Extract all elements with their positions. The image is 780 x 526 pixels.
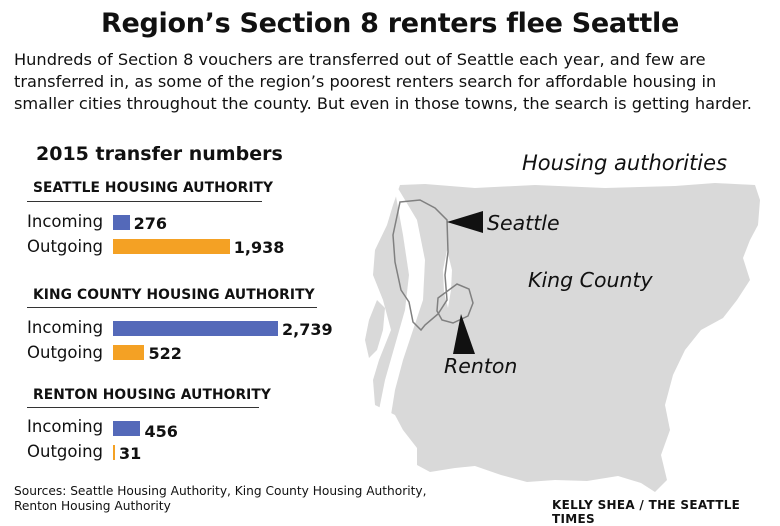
page-title: Region’s Section 8 renters flee Seattle xyxy=(100,8,679,39)
row-label-incoming: Incoming xyxy=(27,318,104,337)
group-divider xyxy=(27,307,317,308)
bar-renton-outgoing xyxy=(113,445,115,460)
group-divider xyxy=(27,407,259,408)
value-king-county-outgoing: 522 xyxy=(148,344,182,363)
seattle-pointer xyxy=(447,211,483,233)
map-label-king-county: King County xyxy=(528,268,653,292)
vashon-island xyxy=(365,300,385,358)
king-county-land xyxy=(373,183,760,492)
bar-seattle-incoming xyxy=(113,215,130,230)
map-label-seattle: Seattle xyxy=(487,211,560,235)
bar-king-county-outgoing xyxy=(113,345,145,360)
renton-boundary xyxy=(436,283,474,324)
row-label-incoming: Incoming xyxy=(27,417,104,436)
group-title-seattle: SEATTLE HOUSING AUTHORITY xyxy=(33,180,274,196)
intro-text: Hundreds of Section 8 vouchers are trans… xyxy=(14,50,752,113)
row-label-outgoing: Outgoing xyxy=(27,237,103,256)
renton-pointer xyxy=(453,314,475,354)
value-renton-outgoing: 31 xyxy=(119,444,142,463)
value-renton-incoming: 456 xyxy=(144,422,178,441)
bar-king-county-incoming xyxy=(113,321,278,336)
row-label-incoming: Incoming xyxy=(27,212,104,231)
credit-line: KELLY SHEA / THE SEATTLE TIMES xyxy=(552,498,741,526)
value-seattle-outgoing: 1,938 xyxy=(233,238,285,257)
seattle-boundary xyxy=(392,199,449,332)
group-title-renton: RENTON HOUSING AUTHORITY xyxy=(33,387,272,403)
puget-sound-water xyxy=(379,180,425,415)
row-label-outgoing: Outgoing xyxy=(27,343,103,362)
group-divider xyxy=(27,201,262,202)
map-label-renton: Renton xyxy=(444,354,518,378)
row-label-outgoing: Outgoing xyxy=(27,442,103,461)
value-seattle-incoming: 276 xyxy=(133,214,168,233)
bar-renton-incoming xyxy=(113,421,141,436)
map-title: Housing authorities xyxy=(522,151,728,175)
chart-title: 2015 transfer numbers xyxy=(36,143,283,165)
group-title-king-county: KING COUNTY HOUSING AUTHORITY xyxy=(33,287,315,303)
sources-note: Sources: Seattle Housing Authority, King… xyxy=(14,484,427,513)
bar-seattle-outgoing xyxy=(113,239,230,254)
value-king-county-incoming: 2,739 xyxy=(282,320,333,339)
king-county-map xyxy=(365,180,760,492)
